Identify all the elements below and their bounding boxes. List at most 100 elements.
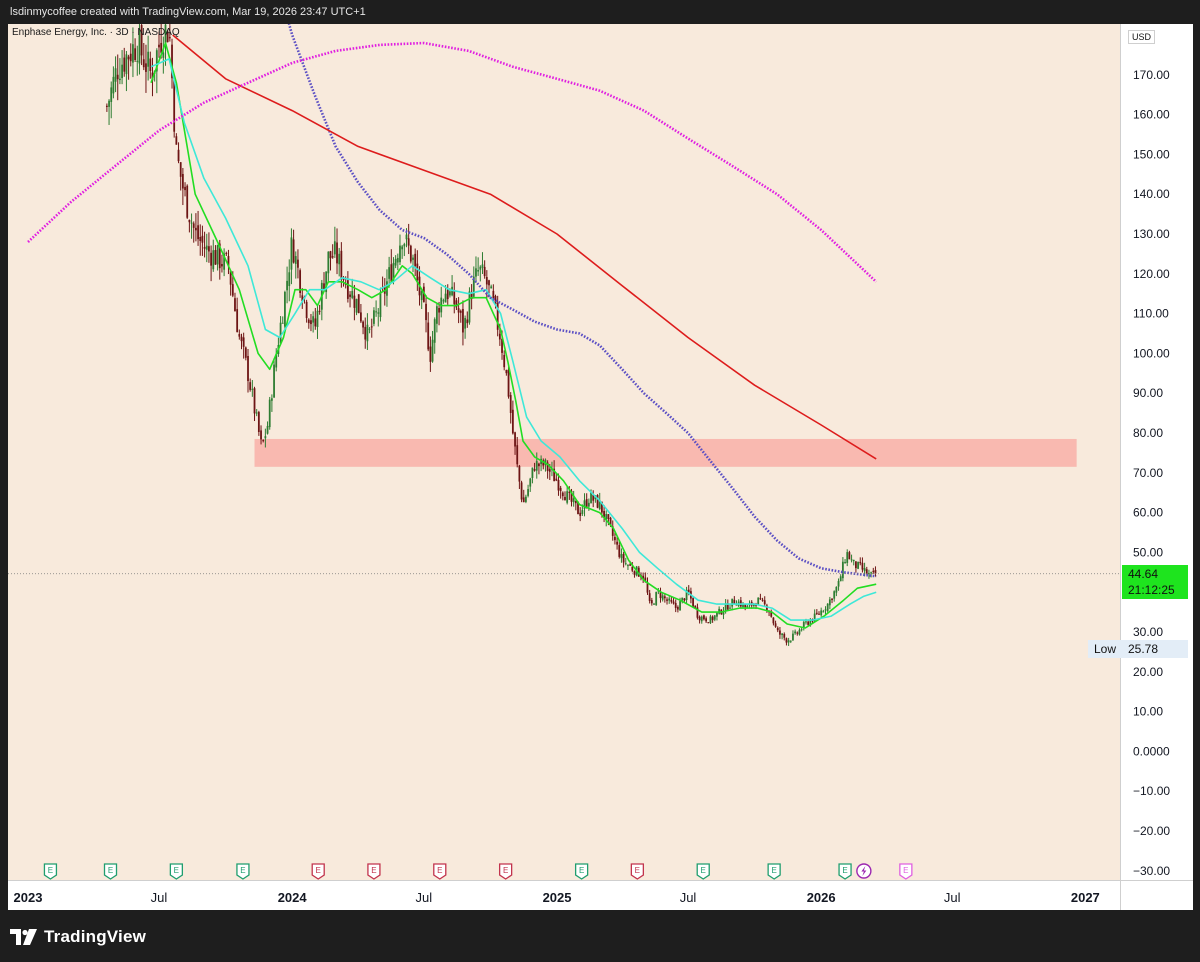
candle xyxy=(781,632,783,640)
earnings-event-icon[interactable]: E xyxy=(43,863,58,880)
earnings-event-icon[interactable]: E xyxy=(767,863,781,880)
candle xyxy=(561,491,564,501)
candle-body xyxy=(184,186,186,191)
candle xyxy=(596,494,599,509)
earnings-event-icon[interactable]: E xyxy=(169,863,184,880)
candle xyxy=(709,614,712,624)
candle xyxy=(776,626,779,633)
candle-body xyxy=(809,620,812,626)
earnings-event-icon[interactable]: E xyxy=(838,863,852,880)
candle xyxy=(297,249,299,279)
candle xyxy=(620,548,623,563)
candle-body xyxy=(147,51,150,67)
earnings-event-icon[interactable]: E xyxy=(103,863,118,880)
candle xyxy=(529,477,532,492)
candle-body xyxy=(442,300,445,302)
candle-body xyxy=(529,478,532,487)
chart-plot-area[interactable]: E E E E E E E E E E E E E E Enphase Energy, Inc. · 3D… xyxy=(8,24,1120,880)
candle-body xyxy=(325,271,328,293)
candle xyxy=(375,300,377,317)
candle xyxy=(624,557,627,566)
candle xyxy=(763,596,766,606)
candle-body xyxy=(759,598,762,600)
candle xyxy=(212,239,215,272)
earnings-letter: E xyxy=(771,866,776,875)
earnings-event-icon[interactable]: E xyxy=(630,863,645,880)
candle-body xyxy=(105,105,108,107)
candle-body xyxy=(225,252,228,254)
candle-body xyxy=(533,469,536,471)
candle-body xyxy=(194,227,197,231)
earnings-event-icon[interactable]: E xyxy=(498,863,513,880)
candle-body xyxy=(327,251,330,274)
candle-body xyxy=(475,268,477,277)
earnings-event-icon[interactable]: E xyxy=(236,863,250,880)
time-axis[interactable]: 2023 Jul 2024 Jul 2025 Jul 2026 Jul 2027 xyxy=(8,880,1120,911)
candle xyxy=(216,244,219,271)
candle-body xyxy=(316,310,319,328)
candle-body xyxy=(268,399,271,428)
last-price-value: 44.64 xyxy=(1128,567,1159,581)
earnings-event-icon[interactable]: E xyxy=(367,863,381,880)
candle-body xyxy=(173,80,176,132)
candle-body xyxy=(197,225,199,240)
candle xyxy=(125,51,128,92)
candle-body xyxy=(485,277,488,285)
price-tick-label: 30.00 xyxy=(1133,625,1163,639)
candle xyxy=(603,504,605,523)
earnings-event-icon[interactable]: E xyxy=(899,863,913,880)
candle xyxy=(225,251,228,256)
candle-body xyxy=(572,498,575,503)
currency-label[interactable]: USD xyxy=(1128,30,1156,44)
candle xyxy=(357,294,360,314)
candle xyxy=(683,597,686,602)
candle-body xyxy=(205,245,208,250)
candle-body xyxy=(242,337,245,347)
candle xyxy=(429,336,432,372)
candle-body xyxy=(433,319,436,343)
tradingview-logo[interactable]: TradingView xyxy=(10,927,146,947)
candle-body xyxy=(227,256,230,267)
candle-body xyxy=(477,270,480,272)
candle xyxy=(173,75,176,138)
price-tick-label: 150.00 xyxy=(1133,147,1170,161)
candle-body xyxy=(542,460,545,466)
candle-body xyxy=(416,263,419,281)
earnings-event-icon[interactable]: E xyxy=(311,863,325,880)
earnings-event-icon[interactable]: E xyxy=(433,863,447,880)
candle xyxy=(557,473,560,496)
time-tick-label: 2025 xyxy=(543,890,572,905)
candle xyxy=(236,297,239,333)
candle xyxy=(127,54,130,80)
candle xyxy=(861,557,864,573)
candle-body xyxy=(488,280,490,286)
candle xyxy=(633,570,636,578)
candle-body xyxy=(190,222,193,224)
candle xyxy=(676,605,679,613)
candle xyxy=(399,234,401,266)
candle-body xyxy=(444,293,447,303)
price-scale[interactable]: 170.00 160.00 150.00 140.00 130.00 120.00 110.… xyxy=(1120,24,1193,880)
candle-body xyxy=(590,492,592,504)
candle xyxy=(692,596,694,608)
candle xyxy=(294,251,297,279)
lightning-event-icon[interactable] xyxy=(856,863,872,879)
candle xyxy=(234,292,236,312)
candle xyxy=(123,47,126,77)
candle-body xyxy=(116,74,119,80)
earnings-event-icon[interactable]: E xyxy=(696,863,710,880)
candle-body xyxy=(763,600,766,605)
candle-body xyxy=(705,618,708,622)
candle-body xyxy=(844,562,846,564)
candle-body xyxy=(598,500,601,510)
earnings-event-icon[interactable]: E xyxy=(574,863,589,880)
candle-body xyxy=(457,308,460,313)
candle xyxy=(431,330,434,363)
candle-body xyxy=(192,223,195,228)
symbol-title[interactable]: Enphase Energy, Inc. · 3D · NASDAQ xyxy=(12,27,180,38)
candle-body xyxy=(181,173,184,189)
candle xyxy=(841,557,844,582)
candle-body xyxy=(136,60,139,62)
candle-body xyxy=(188,219,191,223)
